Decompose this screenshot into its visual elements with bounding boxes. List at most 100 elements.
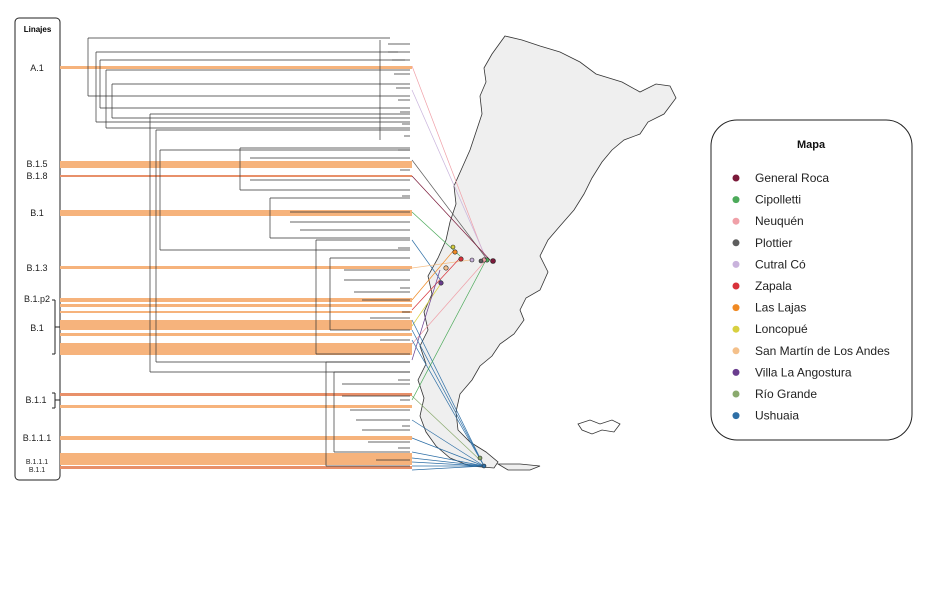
- legend-label: Cutral Có: [755, 257, 806, 271]
- phylogenetic-tree: [87, 37, 410, 467]
- connection-line: [411, 175, 491, 261]
- connection-line: [411, 65, 487, 261]
- legend-label: Villa La Angostura: [755, 365, 852, 379]
- legend-swatch: [732, 217, 740, 225]
- lineage-label-b11: B.1.1: [25, 395, 46, 405]
- band-b11-small: [60, 466, 412, 469]
- connection-line: [411, 419, 485, 467]
- legend-label: Las Lajas: [755, 301, 806, 315]
- band-b11-b: [60, 405, 412, 408]
- legend-label: General Roca: [755, 171, 829, 185]
- band-b18: [60, 175, 412, 177]
- legend-label: San Martín de Los Andes: [755, 344, 890, 358]
- lineage-label-b13: B.1.3: [26, 263, 47, 273]
- band-b111-small: [60, 453, 412, 465]
- band-b1-lower-b: [60, 320, 412, 330]
- connection-line: [411, 89, 487, 259]
- legend-item: Ushuaia: [732, 409, 799, 423]
- legend-label: Loncopué: [755, 322, 808, 336]
- legend-item: San Martín de Los Andes: [732, 344, 890, 358]
- falkland-islands: [577, 419, 621, 435]
- argentina-map: [417, 35, 677, 471]
- connection-line: [411, 329, 485, 467]
- connection-line: [411, 457, 485, 467]
- connection-lines: [411, 65, 491, 471]
- legend-swatch: [732, 304, 740, 312]
- band-b13: [60, 266, 412, 269]
- marker-cutral-co: [469, 257, 475, 263]
- legend-swatch: [732, 325, 740, 333]
- legend-item: Neuquén: [732, 214, 804, 228]
- bracket-b11: [52, 392, 60, 409]
- marker-loncopue: [450, 244, 456, 250]
- lineage-label-b111-small: B.1.1.1: [26, 459, 48, 466]
- legend-label: Zapala: [755, 279, 792, 293]
- connection-line: [411, 281, 443, 327]
- lineages-panel: Linajes A.1 B.1.5 B.1.8 B.1 B.1.3 B.1.p2…: [14, 17, 61, 481]
- lineage-label-b111: B.1.1.1: [23, 433, 52, 443]
- marker-zapala: [458, 256, 464, 262]
- legend-label: Ushuaia: [755, 409, 799, 423]
- bracket-b1: [52, 299, 60, 355]
- tierra-del-fuego-tip: [496, 463, 541, 471]
- argentina-outline: [417, 35, 677, 469]
- band-b1-lower-a: [60, 311, 412, 313]
- legend-item: Cutral Có: [732, 257, 806, 271]
- marker-general-roca: [490, 258, 496, 264]
- lineage-label-b1-upper: B.1: [30, 208, 44, 218]
- connection-line: [411, 461, 485, 467]
- lineage-bands: [60, 66, 412, 469]
- legend-swatch: [732, 174, 740, 182]
- legend-swatch: [732, 412, 740, 420]
- connection-line: [411, 319, 485, 467]
- marker-rio-grande: [477, 455, 483, 461]
- connection-line: [411, 159, 487, 259]
- location-markers: [438, 244, 496, 469]
- legend-swatch: [732, 196, 740, 204]
- legend-swatch: [732, 347, 740, 355]
- connection-line: [411, 395, 481, 461]
- band-b11-a: [60, 393, 412, 396]
- marker-san-martin-de-los-andes: [443, 265, 449, 271]
- lineage-label-b1p2: B.1.p2: [24, 294, 50, 304]
- connection-line: [411, 269, 441, 361]
- legend-item: Las Lajas: [732, 301, 806, 315]
- connection-line: [411, 239, 443, 283]
- marker-villa-la-angostura: [438, 280, 444, 286]
- legend-label: Cipolletti: [755, 193, 801, 207]
- legend-label: Neuquén: [755, 214, 804, 228]
- legend-swatch: [732, 390, 740, 398]
- legend-swatch: [732, 282, 740, 290]
- connection-line: [411, 451, 485, 467]
- band-b1p2-a: [60, 298, 412, 302]
- connection-line: [411, 249, 455, 301]
- connection-line: [411, 437, 485, 467]
- marker-ushuaia: [481, 463, 487, 469]
- connection-line: [411, 259, 487, 345]
- legend-item: Zapala: [732, 279, 792, 293]
- lineage-label-b1-lower: B.1: [30, 323, 44, 333]
- lineage-label-b18: B.1.8: [26, 171, 47, 181]
- band-b1p2-b: [60, 304, 412, 307]
- legend-label: Río Grande: [755, 387, 817, 401]
- lineage-label-a1: A.1: [30, 63, 44, 73]
- band-a1: [60, 66, 412, 69]
- legend-item: Plottier: [732, 236, 792, 250]
- legend-item: General Roca: [732, 171, 829, 185]
- legend-items: General Roca Cipolletti Neuquén Plottier Cut…: [732, 171, 890, 423]
- legend-frame: [710, 119, 913, 441]
- legend-item: Cipolletti: [732, 193, 801, 207]
- band-b15: [60, 161, 412, 168]
- legend-swatch: [732, 239, 740, 247]
- marker-las-lajas: [452, 249, 458, 255]
- connection-line: [411, 465, 485, 471]
- connection-line: [411, 259, 487, 401]
- legend-swatch: [732, 368, 740, 376]
- map-legend: Mapa General Roca Cipolletti Neuquén Plotti…: [710, 119, 913, 441]
- lineages-title: Linajes: [24, 25, 52, 34]
- lineages-frame: [14, 17, 61, 481]
- band-b1-upper: [60, 210, 412, 216]
- legend-swatch: [732, 260, 740, 268]
- connection-line: [411, 339, 485, 467]
